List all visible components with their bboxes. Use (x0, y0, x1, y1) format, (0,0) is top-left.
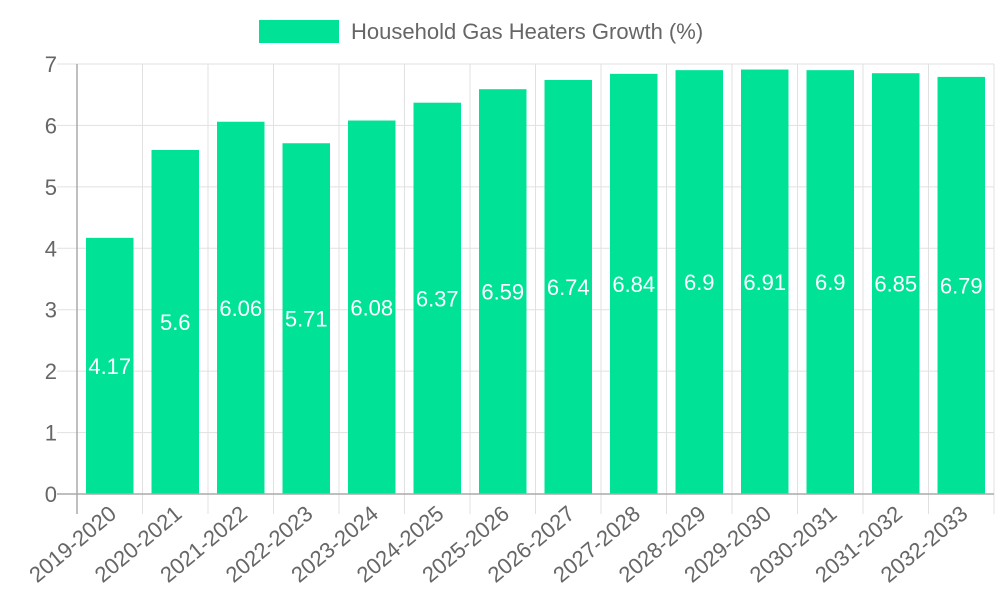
bar-value-label: 5.6 (160, 310, 191, 335)
bar[interactable] (872, 73, 920, 494)
y-axis-ticks: 0 1 2 3 4 5 6 7 (45, 52, 57, 507)
bar[interactable] (544, 79, 593, 494)
y-tick-label: 6 (45, 113, 57, 138)
bar-value-label: 6.9 (684, 270, 715, 295)
bar[interactable] (151, 150, 200, 494)
y-tick-label: 0 (45, 482, 57, 507)
y-tick-label: 2 (45, 359, 57, 384)
bar[interactable] (413, 102, 462, 494)
bar-value-label: 6.59 (481, 280, 524, 305)
bar-value-label: 4.17 (88, 354, 131, 379)
bar[interactable] (86, 237, 134, 495)
bar-value-label: 6.08 (350, 295, 393, 320)
axes (57, 64, 994, 514)
bar-value-label: 6.85 (874, 272, 917, 297)
bar-value-label: 5.71 (285, 307, 328, 332)
bar[interactable] (479, 89, 527, 494)
bar-value-label: 6.9 (815, 270, 846, 295)
bar-value-label: 6.06 (219, 296, 262, 321)
bar[interactable] (282, 143, 331, 494)
bar[interactable] (675, 70, 724, 495)
bar[interactable] (937, 76, 986, 495)
bar-value-label: 6.84 (612, 272, 655, 297)
bar-value-label: 6.79 (940, 273, 983, 298)
y-tick-label: 1 (45, 421, 57, 446)
bar[interactable] (610, 73, 658, 494)
y-tick-label: 7 (45, 52, 57, 77)
bar[interactable] (741, 69, 789, 495)
bar[interactable] (806, 70, 855, 495)
bar[interactable] (348, 120, 396, 494)
grid-lines (57, 63, 995, 514)
y-tick-label: 4 (45, 236, 57, 261)
legend-swatch (259, 20, 339, 43)
data-labels: 4.17 5.6 6.06 5.71 6.08 6.37 6.59 6.74 6.84 6.9 6.… (88, 270, 982, 379)
x-axis-ticks: 2019-20202020-20212021-20222022-20232023… (24, 501, 972, 588)
bars (86, 69, 986, 495)
legend-label: Household Gas Heaters Growth (%) (351, 19, 703, 44)
legend[interactable]: Household Gas Heaters Growth (%) (259, 19, 703, 44)
y-tick-label: 3 (45, 298, 57, 323)
y-tick-label: 5 (45, 175, 57, 200)
bar-value-label: 6.37 (416, 286, 459, 311)
bar-value-label: 6.74 (547, 275, 590, 300)
bar-value-label: 6.91 (743, 270, 786, 295)
bar[interactable] (217, 121, 265, 494)
